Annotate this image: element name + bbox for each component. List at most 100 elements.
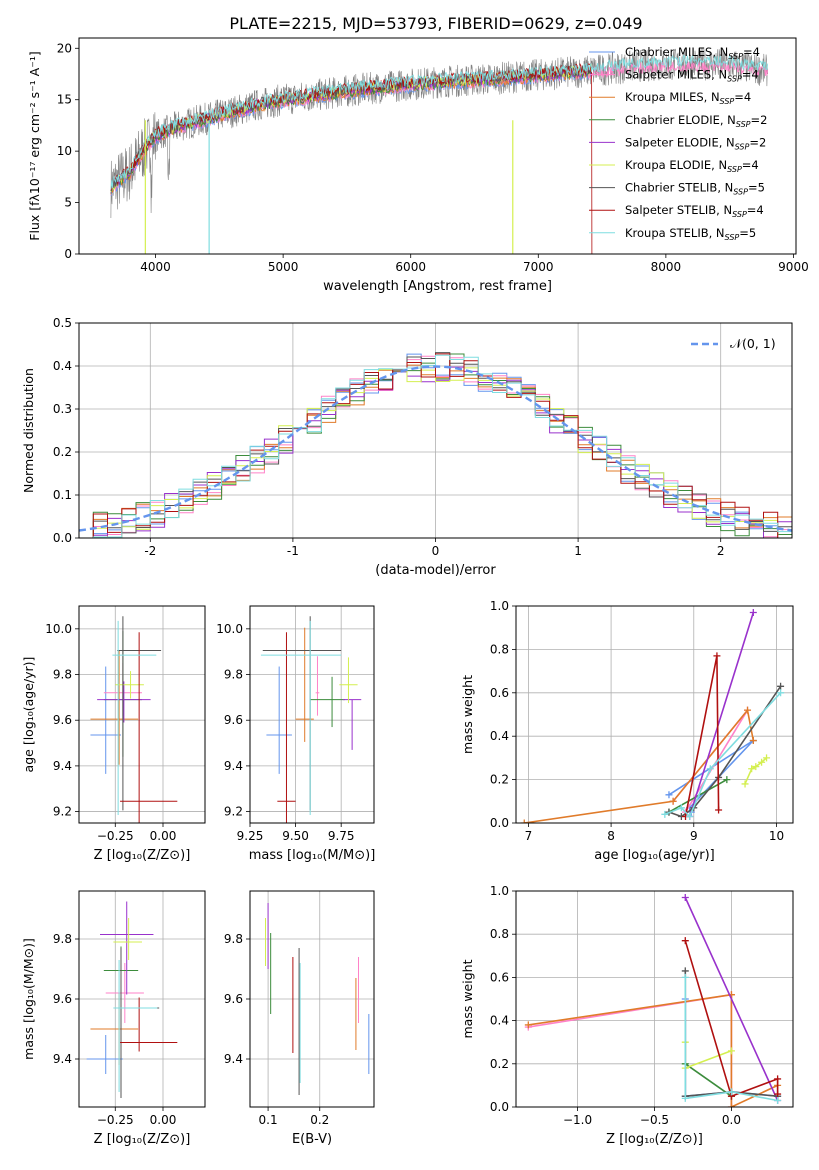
x-tick-label: -2 [144,544,156,558]
mass-weight-marker [715,806,723,814]
age-vs-mass-plot-area [260,616,362,823]
y-tick-label: 1.0 [490,599,509,613]
x-tick-label: -1 [287,544,299,558]
x-tick-label: 8000 [651,260,682,274]
x-tick-label: 0.1 [259,1113,278,1127]
axes-frame [78,890,206,1108]
mass-weight-marker [677,804,685,812]
y-tick-label: 9.2 [53,805,72,819]
figure-title: PLATE=2215, MJD=53793, FIBERID=0629, z=0… [229,14,642,33]
mass-weight-marker [752,763,760,771]
residuals-panel: -2 -1 0 1 2 0.0 0.1 0.2 0.3 0.4 0.5 (data-model)/er… [21,316,793,578]
x-tick-label: 0.2 [310,1113,329,1127]
mass-vs-Z-plot-area [86,901,178,1098]
y-tick-label: 0.4 [490,729,509,743]
mass-vs-EBV-panel: 0.1 0.2 9.4 9.6 9.8 E(B-V) [224,890,375,1147]
y-tick-label: 0.5 [53,316,72,330]
y-tick-label: 9.4 [53,1052,72,1066]
axes-frame [78,37,797,255]
x-tick-label: −0.5 [640,1113,669,1127]
y-tick-label: 9.4 [224,759,243,773]
y-tick-label: 9.2 [224,805,243,819]
y-tick-label: 0.8 [490,642,509,656]
y-axis-label: Normed distribution [21,368,36,493]
mass-weight-marker [520,819,528,823]
legend-entry: 𝒩(0, 1) [730,336,776,351]
mass-weight-marker [748,765,756,773]
axes-frame [78,605,206,824]
x-tick-label: 6000 [395,260,426,274]
y-tick-label: 1.0 [490,884,509,898]
legend-entry: Kroupa STELIB, NSSP=5 [625,226,756,242]
mass-weight-marker [681,973,689,981]
y-tick-label: 9.6 [224,713,243,727]
x-axis-label: wavelength [Angstrom, rest frame] [323,279,552,294]
mass-weight-marker [774,1090,782,1098]
spectrum-panel: 4000 5000 6000 7000 8000 9000 0 5 10 15 20 waveleng… [27,37,809,294]
legend-entry: Salpeter MILES, NSSP=4 [625,68,759,84]
mass-weight-line [684,1042,732,1070]
mass-weight-line [528,993,778,1107]
y-tick-label: 9.8 [224,932,243,946]
axes-frame [78,322,793,539]
mass-weight-line [684,940,779,1098]
x-tick-label: 10 [769,829,784,843]
mass-vs-EBV-plot-area [265,903,370,1095]
mass-weight-marker [524,1021,532,1029]
y-axis-label: mass [log₁₀(M/M⊙)] [21,938,36,1060]
y-tick-label: 0.3 [53,402,72,416]
gaussian-curve [79,365,792,532]
mass-weight-marker [727,1103,735,1107]
y-tick-label: 10.0 [45,622,72,636]
x-tick-label: 9000 [778,260,809,274]
axes-frame [249,605,375,824]
x-tick-label: 9 [690,829,698,843]
x-axis-label: E(B-V) [292,1132,332,1147]
y-axis-label: mass weight [460,959,475,1038]
x-axis-label: Z [log₁₀(Z/Z⊙)] [606,1132,703,1147]
y-tick-label: 9.8 [53,932,72,946]
mass-weight-marker [763,754,771,762]
y-tick-label: 20 [57,41,72,55]
x-tick-label: 8 [607,829,615,843]
axes-frame [249,890,375,1108]
y-tick-label: 0.2 [490,1057,509,1071]
mass-vs-Z-panel: −0.25 0.00 9.4 9.6 9.8 Z [log₁₀(Z/Z⊙)] mass [l… [21,890,206,1147]
y-tick-label: 5 [64,196,72,210]
y-tick-label: 0.0 [53,531,72,545]
mass-weight-line [684,897,779,1101]
y-tick-label: 0.6 [490,970,509,984]
y-tick-label: 0.8 [490,927,509,941]
y-tick-label: 9.6 [53,713,72,727]
mass-weight-marker [777,689,785,697]
x-tick-label: 7 [525,829,533,843]
x-axis-label: Z [log₁₀(Z/Z⊙)] [94,1132,191,1147]
y-tick-label: 9.8 [224,668,243,682]
y-tick-label: 9.4 [224,1052,243,1066]
y-tick-label: 0.0 [490,816,509,830]
legend-entry: Kroupa ELODIE, NSSP=4 [625,158,759,174]
x-tick-label: −1.0 [563,1113,592,1127]
massweight-vs-age-plot-area [520,609,785,823]
legend-entry: Chabrier ELODIE, NSSP=2 [625,113,767,129]
residuals-plot-area [79,352,792,538]
mass-weight-marker [749,609,757,617]
x-tick-label: −0.25 [97,1113,134,1127]
y-tick-label: 9.6 [224,992,243,1006]
x-tick-label: 9.25 [237,829,264,843]
mass-weight-marker [749,737,757,745]
x-tick-label: −0.25 [97,829,134,843]
mass-weight-marker [681,967,689,975]
mass-weight-marker [681,1094,689,1102]
legend-entry: Kroupa MILES, NSSP=4 [625,90,751,106]
y-tick-label: 9.8 [53,668,72,682]
mass-weight-marker [713,652,721,660]
observed-spectrum [110,47,768,219]
massweight-vs-age-panel: 7 8 9 10 0.0 0.2 0.4 0.6 0.8 1.0 age [log₁₀(age/yr… [460,599,794,863]
mass-weight-marker [706,765,714,773]
x-tick-label: 4000 [140,260,171,274]
model-spectrum [110,54,769,190]
x-axis-label: (data-model)/error [375,563,496,578]
x-axis-label: Z [log₁₀(Z/Z⊙)] [94,848,191,863]
